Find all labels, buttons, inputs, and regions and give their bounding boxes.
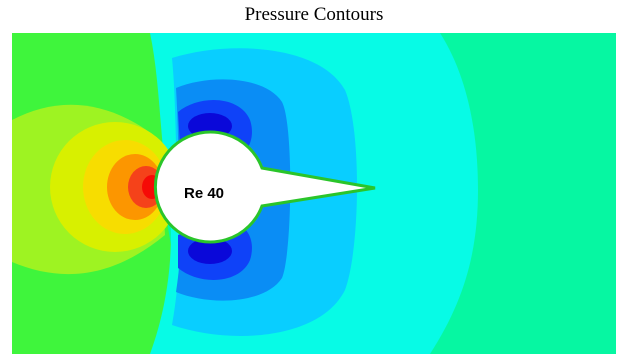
contour-band-deepblue-bottom [188,238,232,264]
plot-title: Pressure Contours [244,4,384,25]
obstacle-cylinder-with-tail [153,130,376,244]
contour-field [12,33,616,354]
reynolds-number-label: Re 40 [184,185,224,202]
